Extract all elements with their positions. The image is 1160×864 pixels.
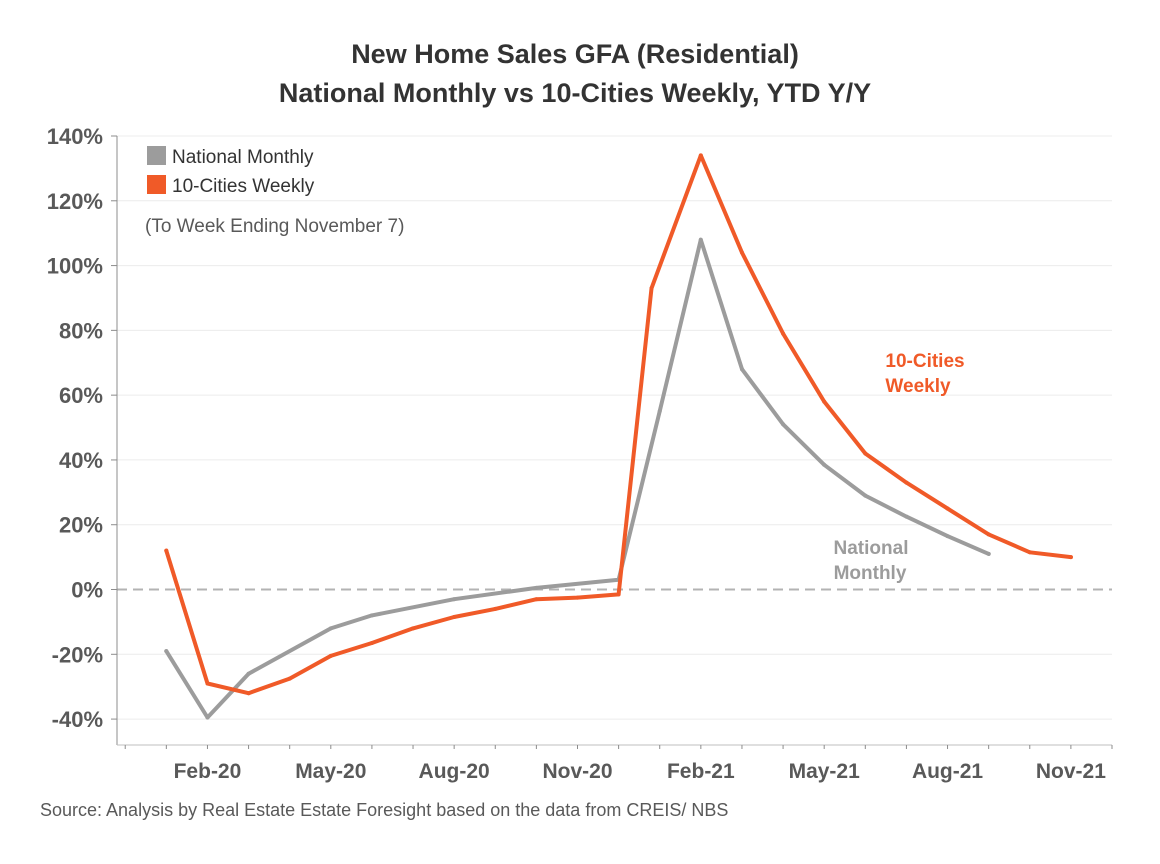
data-point <box>986 551 991 556</box>
data-point <box>945 534 950 539</box>
data-point <box>328 626 333 631</box>
y-tick-label: 120% <box>47 189 103 214</box>
data-point <box>781 331 786 336</box>
y-tick-label: 0% <box>71 578 103 603</box>
annotation-national-line-1: National <box>834 538 909 559</box>
y-tick-label: -40% <box>52 707 103 732</box>
data-point <box>904 480 909 485</box>
annotation-national-line-2: Monthly <box>834 563 907 584</box>
x-tick-label: May-20 <box>295 760 366 783</box>
x-tick-label: Nov-21 <box>1036 760 1106 783</box>
data-point <box>822 399 827 404</box>
data-point <box>649 286 654 291</box>
data-point <box>205 681 210 686</box>
data-point <box>698 153 703 158</box>
data-point <box>740 250 744 255</box>
data-point <box>904 514 909 519</box>
data-point <box>246 691 251 696</box>
data-point <box>740 367 744 372</box>
data-point <box>534 585 539 590</box>
source-note: Source: Analysis by Real Estate Estate F… <box>40 800 728 820</box>
x-tick-label: Feb-21 <box>667 760 735 783</box>
data-point <box>863 493 868 498</box>
data-point <box>246 671 251 676</box>
data-point <box>945 506 950 511</box>
y-tick-label: 40% <box>59 448 103 473</box>
x-tick-label: Aug-21 <box>912 760 983 783</box>
data-point <box>493 606 498 611</box>
data-point <box>534 597 539 602</box>
data-point <box>781 422 786 427</box>
y-axis-ticks: 140% 120% 100% 80% 60% 40% 20% 0% -20% -40% <box>47 124 103 732</box>
data-point <box>616 592 621 597</box>
series-line-national-monthly <box>164 237 991 720</box>
data-point <box>575 595 580 600</box>
x-tick-label: Nov-20 <box>542 760 612 783</box>
data-point <box>205 715 210 720</box>
y-tick-label: 60% <box>59 383 103 408</box>
data-point <box>164 649 169 654</box>
y-tick-label: 100% <box>47 254 103 279</box>
data-point <box>411 626 415 631</box>
y-tick-label: 20% <box>59 513 103 538</box>
x-tick-label: Aug-20 <box>419 760 490 783</box>
data-point <box>1068 555 1073 560</box>
data-point <box>369 613 374 618</box>
legend-swatch-national-monthly <box>147 146 166 165</box>
y-tick-label: 80% <box>59 318 103 343</box>
x-tick-label: Feb-20 <box>174 760 242 783</box>
y-tick-label: 140% <box>47 124 103 149</box>
series-lines <box>164 153 1073 720</box>
data-point <box>986 532 991 537</box>
data-point <box>863 451 868 456</box>
legend-label-national-monthly: National Monthly <box>172 147 314 168</box>
data-point <box>328 653 333 658</box>
data-point <box>164 548 169 553</box>
axes <box>111 135 1113 749</box>
data-point <box>657 409 662 414</box>
chart-title-line-1: New Home Sales GFA (Residential) <box>351 39 799 69</box>
legend-label-10-cities-weekly: 10-Cities Weekly <box>172 176 315 197</box>
chart-title-line-2: National Monthly vs 10-Cities Weekly, YT… <box>279 78 871 108</box>
annotation-10-cities-line-2: Weekly <box>885 376 951 397</box>
data-point <box>698 237 703 242</box>
data-point <box>287 676 292 681</box>
data-point <box>822 462 827 467</box>
gridlines <box>117 135 1112 720</box>
annotation-10-cities-line-1: 10-Cities <box>885 351 964 372</box>
x-tick-label: May-21 <box>789 760 861 783</box>
legend-swatch-10-cities-weekly <box>147 175 166 194</box>
x-axis-ticks: Feb-20 May-20 Aug-20 Nov-20 Feb-21 May-21 Aug-… <box>174 760 1107 783</box>
legend: National Monthly 10-Cities Weekly <box>147 146 315 197</box>
y-tick-label: -20% <box>52 642 103 667</box>
data-point <box>452 615 457 619</box>
chart-note: (To Week Ending November 7) <box>145 216 404 237</box>
data-point <box>452 597 457 602</box>
data-point <box>369 641 374 645</box>
data-point <box>1027 550 1032 555</box>
